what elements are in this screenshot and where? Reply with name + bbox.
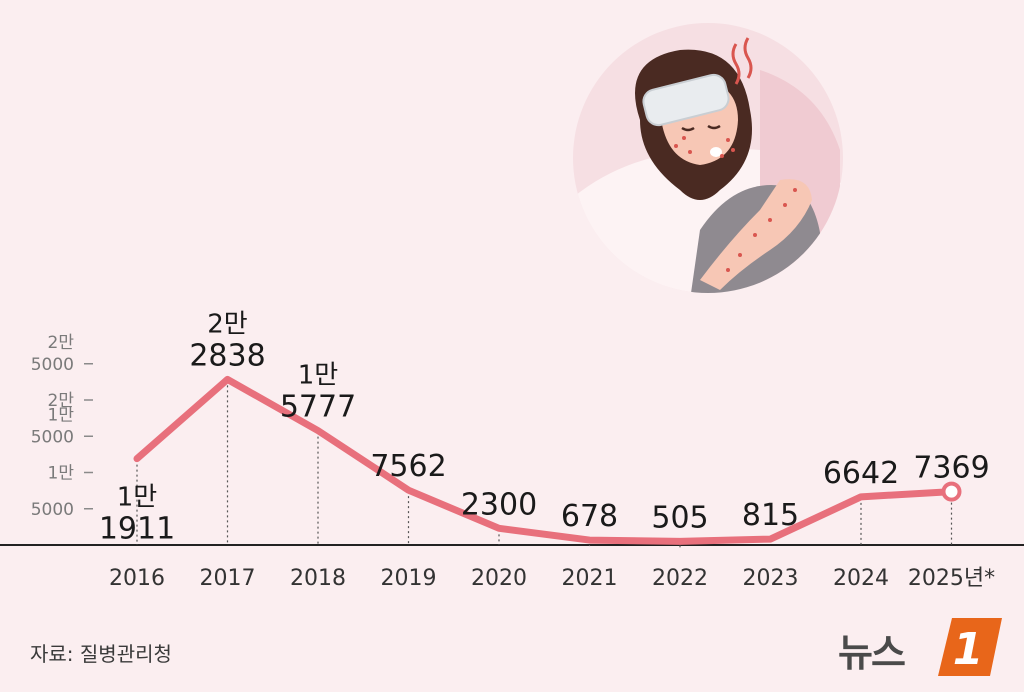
data-label-text: 5777 bbox=[280, 390, 356, 425]
logo-badge-text: 1 bbox=[953, 624, 984, 675]
data-label-text: 7369 bbox=[913, 451, 989, 486]
x-tick-label: 2017 bbox=[200, 566, 256, 591]
y-tick-label: 2만 bbox=[48, 391, 75, 411]
y-tick-label: 1만 bbox=[48, 405, 75, 425]
data-label: 505 bbox=[651, 500, 708, 535]
x-tick-label: 2024 bbox=[833, 566, 889, 591]
y-tick-label: 5000 bbox=[31, 500, 74, 520]
y-tick-label: 1만 bbox=[48, 464, 75, 484]
x-tick-label: 2019 bbox=[381, 566, 437, 591]
data-label-text: 505 bbox=[651, 500, 708, 535]
x-axis-labels: 2016 2017 2018 2019 2020 2021 2022 2023 2024 2025… bbox=[109, 566, 995, 591]
news1-logo: 뉴스 1 bbox=[838, 616, 1008, 682]
source-note: 자료: 질병관리청 bbox=[30, 642, 172, 666]
data-label-text: 1911 bbox=[99, 512, 175, 547]
x-tick-label: 2023 bbox=[743, 566, 799, 591]
data-label-text: 678 bbox=[561, 499, 618, 534]
x-tick-label: 2025년* bbox=[908, 566, 995, 591]
x-tick-label: 2021 bbox=[562, 566, 618, 591]
data-label: 2300 bbox=[461, 487, 537, 522]
series-line bbox=[133, 375, 955, 545]
x-tick-label: 2022 bbox=[652, 566, 708, 591]
y-tick: 5000 bbox=[31, 500, 93, 520]
data-label: 7562 bbox=[370, 449, 446, 484]
data-label: 815 bbox=[742, 498, 799, 533]
markers bbox=[941, 481, 962, 502]
x-tick-label: 2020 bbox=[471, 566, 527, 591]
y-tick: 2만 bbox=[48, 391, 93, 411]
data-label-text: 7562 bbox=[370, 449, 446, 484]
data-label-text: 2300 bbox=[461, 487, 537, 522]
logo-badge-icon: 1 bbox=[938, 618, 1002, 676]
y-tick: 1만 bbox=[48, 464, 93, 484]
x-tick-label: 2016 bbox=[109, 566, 165, 591]
data-label: 6642 bbox=[823, 456, 899, 491]
x-tick-label: 2018 bbox=[290, 566, 346, 591]
point-marker bbox=[941, 481, 962, 502]
y-tick-label: 5000 bbox=[31, 427, 74, 447]
data-label-text: 2만 bbox=[207, 309, 247, 339]
data-label-text: 815 bbox=[742, 498, 799, 533]
data-label-text: 2838 bbox=[189, 338, 265, 373]
data-label-text: 1만 bbox=[117, 483, 157, 513]
guide-lines bbox=[136, 385, 953, 548]
data-label-text: 6642 bbox=[823, 456, 899, 491]
data-label: 7369 bbox=[913, 451, 989, 486]
y-tick-label: 2만 bbox=[48, 333, 75, 353]
data-label: 678 bbox=[561, 499, 618, 534]
sick-girl-with-rash-illustration bbox=[573, 23, 843, 293]
y-tick-label: 5000 bbox=[31, 355, 74, 375]
data-label-text: 1만 bbox=[298, 361, 338, 391]
logo-text: 뉴스 bbox=[838, 631, 906, 675]
